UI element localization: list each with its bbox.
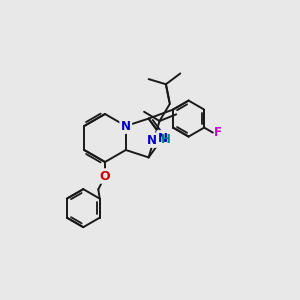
Text: F: F (214, 126, 222, 139)
Circle shape (148, 134, 160, 146)
Text: N: N (121, 119, 131, 133)
Text: N: N (158, 131, 168, 145)
Text: N: N (147, 134, 157, 147)
Circle shape (100, 171, 110, 181)
Text: O: O (100, 169, 110, 182)
Text: H: H (161, 133, 171, 146)
Circle shape (121, 121, 131, 131)
Circle shape (158, 133, 168, 143)
